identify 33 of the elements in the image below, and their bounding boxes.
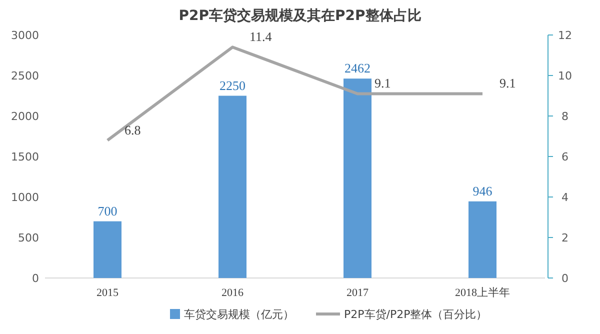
y2-tick-label: 6 [562,150,568,164]
y2-tick-label: 12 [558,29,572,42]
y-tick-label: 2500 [11,70,39,82]
bar [468,201,496,278]
y-tick-label: 1500 [11,150,39,164]
data-label: 11.4 [250,29,272,44]
y2-tick-label: 10 [558,70,572,82]
chart-title: P2P车贷交易规模及其在P2P整体占比 [178,7,422,24]
y2-tick-label: 0 [562,272,568,285]
data-label: 700 [98,203,118,218]
data-label: 2462 [344,60,370,76]
x-tick-label: 2016 [222,287,244,299]
x-tick-label: 2015 [96,287,119,299]
data-label: 946 [472,183,493,198]
y2-tick-label: 2 [562,232,568,244]
y-tick-label: 2000 [11,110,39,123]
legend-label: 车贷交易规模（亿元） [184,308,294,321]
bar [344,78,372,278]
x-tick-label: 2018上半年 [455,286,510,299]
data-label: 9.1 [500,76,516,91]
y-tick-label: 0 [32,272,39,285]
bar [218,96,246,278]
data-label: 9.1 [374,76,391,91]
y-tick-label: 1000 [11,191,39,204]
y2-tick-label: 8 [562,110,568,123]
y2-tick-label: 4 [562,191,568,204]
x-tick-label: 2017 [346,287,369,299]
data-label: 2250 [220,78,246,93]
bar [94,221,122,278]
y-tick-label: 500 [18,232,39,244]
data-label: 6.8 [124,122,141,138]
y-tick-label: 3000 [11,29,39,42]
legend-label: P2P车贷/P2P整体（百分比） [344,308,488,321]
